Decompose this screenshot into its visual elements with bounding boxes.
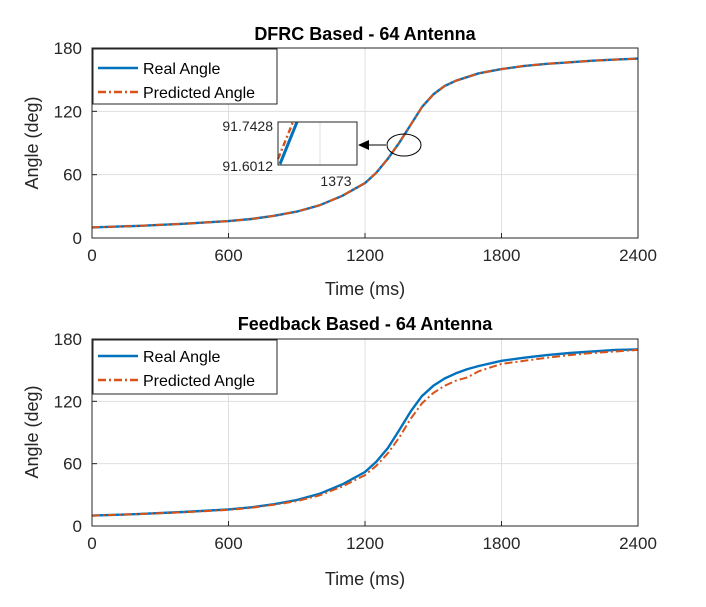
x-tick-label: 1800 [483,534,521,553]
legend-label-real: Real Angle [143,61,220,78]
y-axis-label: Angle (deg) [22,96,42,189]
y-tick-label: 120 [54,102,82,121]
x-tick-label: 2400 [619,534,657,553]
legend-label-real: Real Angle [143,349,220,366]
y-axis-label: Angle (deg) [22,385,42,478]
x-tick-label: 1200 [346,246,384,265]
chart-dfrc: DFRC Based - 64 Antenna 0 600 1200 1800 2400… [22,24,657,299]
chart-feedback: Feedback Based - 64 Antenna 0 600 1200 1800… [22,314,657,589]
x-tick-label: 600 [214,246,242,265]
x-axis-label: Time (ms) [325,569,405,589]
x-tick-label: 600 [214,534,242,553]
y-tick-label: 0 [73,229,82,248]
inset-predicted-line [276,121,295,160]
inset-real-line [278,121,299,165]
zoom-ellipse [386,133,422,157]
inset-frame [277,121,358,166]
grid-lines [92,339,638,526]
inset-xtick: 1373 [320,173,351,189]
chart-title: Feedback Based - 64 Antenna [238,314,493,334]
x-axis-label: Time (ms) [325,279,405,299]
legend-box [92,48,278,105]
y-tick-label: 60 [63,455,82,474]
x-tick-label: 2400 [619,246,657,265]
y-tick-label: 180 [54,39,82,58]
chart-title: DFRC Based - 64 Antenna [254,24,476,44]
legend: Real Angle Predicted Angle [92,339,278,395]
tick-labels: 0 600 1200 1800 2400 0 60 120 180 [54,330,657,553]
x-tick-label: 0 [87,246,96,265]
series-line-predicted-angle [91,348,639,517]
legend-box [92,339,278,395]
x-tick-label: 0 [87,534,96,553]
legend-label-predicted: Predicted Angle [143,373,255,390]
x-tick-label: 1800 [483,246,521,265]
y-tick-label: 0 [73,517,82,536]
inset: 91.7428 91.6012 1373 [222,118,358,189]
inset-ytick-top: 91.7428 [222,118,273,134]
inset-ytick-bottom: 91.6012 [222,158,273,174]
y-tick-label: 60 [63,166,82,185]
zoom-arrow-head [358,140,369,150]
y-tick-label: 120 [54,392,82,411]
legend-label-predicted: Predicted Angle [143,85,255,102]
y-tick-label: 180 [54,330,82,349]
tick-labels: 0 600 1200 1800 2400 0 60 120 180 [54,39,657,265]
series-layer [91,348,639,517]
x-tick-label: 1200 [346,534,384,553]
legend: Real Angle Predicted Angle [92,48,278,105]
